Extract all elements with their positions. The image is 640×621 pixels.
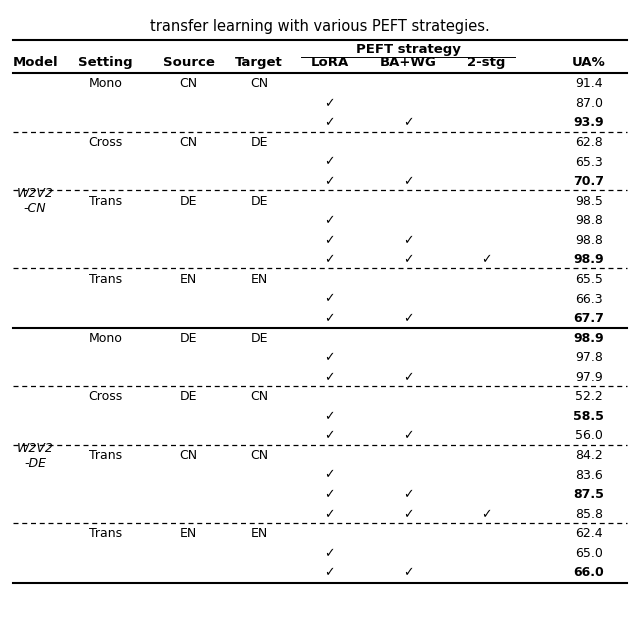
Text: Mono: Mono — [89, 332, 122, 345]
Text: DE: DE — [180, 391, 198, 403]
Text: 93.9: 93.9 — [573, 117, 604, 129]
Text: ✓: ✓ — [403, 175, 413, 188]
Text: ✓: ✓ — [324, 214, 335, 227]
Text: ✓: ✓ — [324, 430, 335, 442]
Text: EN: EN — [251, 527, 268, 540]
Text: ✓: ✓ — [324, 175, 335, 188]
Text: DE: DE — [180, 332, 198, 345]
Text: DE: DE — [180, 195, 198, 207]
Text: 56.0: 56.0 — [575, 430, 603, 442]
Text: ✓: ✓ — [403, 371, 413, 384]
Text: 70.7: 70.7 — [573, 175, 604, 188]
Text: 58.5: 58.5 — [573, 410, 604, 423]
Text: ✓: ✓ — [324, 488, 335, 501]
Text: 84.2: 84.2 — [575, 449, 603, 462]
Text: 67.7: 67.7 — [573, 312, 604, 325]
Text: ✓: ✓ — [324, 292, 335, 306]
Text: 2-stg: 2-stg — [467, 56, 506, 68]
Text: Setting: Setting — [78, 56, 133, 68]
Text: ✓: ✓ — [481, 508, 492, 520]
Text: Mono: Mono — [89, 78, 122, 90]
Text: 62.8: 62.8 — [575, 136, 603, 149]
Text: ✓: ✓ — [403, 312, 413, 325]
Text: 98.5: 98.5 — [575, 195, 603, 207]
Text: Trans: Trans — [89, 195, 122, 207]
Text: 85.8: 85.8 — [575, 508, 603, 520]
Text: 87.5: 87.5 — [573, 488, 604, 501]
Text: ✓: ✓ — [403, 488, 413, 501]
Text: ✓: ✓ — [324, 371, 335, 384]
Text: CN: CN — [250, 78, 268, 90]
Text: 87.0: 87.0 — [575, 97, 603, 110]
Text: 98.8: 98.8 — [575, 234, 603, 247]
Text: 66.3: 66.3 — [575, 292, 603, 306]
Text: LoRA: LoRA — [310, 56, 349, 68]
Text: ✓: ✓ — [403, 566, 413, 579]
Text: ✓: ✓ — [324, 156, 335, 168]
Text: 98.9: 98.9 — [573, 332, 604, 345]
Text: 98.9: 98.9 — [573, 253, 604, 266]
Text: 98.8: 98.8 — [575, 214, 603, 227]
Text: CN: CN — [250, 391, 268, 403]
Text: ✓: ✓ — [324, 469, 335, 481]
Text: ✓: ✓ — [324, 410, 335, 423]
Text: 65.3: 65.3 — [575, 156, 603, 168]
Text: 65.0: 65.0 — [575, 547, 603, 560]
Text: ✓: ✓ — [324, 253, 335, 266]
Text: 52.2: 52.2 — [575, 391, 603, 403]
Text: BA+WG: BA+WG — [380, 56, 436, 68]
Text: ✓: ✓ — [324, 547, 335, 560]
Text: Trans: Trans — [89, 273, 122, 286]
Text: 97.9: 97.9 — [575, 371, 603, 384]
Text: 83.6: 83.6 — [575, 469, 603, 481]
Text: ✓: ✓ — [403, 508, 413, 520]
Text: 97.8: 97.8 — [575, 351, 603, 364]
Text: Cross: Cross — [88, 136, 123, 149]
Text: ✓: ✓ — [403, 430, 413, 442]
Text: Source: Source — [163, 56, 215, 68]
Text: PEFT strategy: PEFT strategy — [356, 43, 460, 56]
Text: ✓: ✓ — [324, 234, 335, 247]
Text: DE: DE — [250, 136, 268, 149]
Text: ✓: ✓ — [324, 312, 335, 325]
Text: UA%: UA% — [572, 56, 605, 68]
Text: CN: CN — [250, 449, 268, 462]
Text: ✓: ✓ — [403, 117, 413, 129]
Text: Trans: Trans — [89, 449, 122, 462]
Text: CN: CN — [180, 78, 198, 90]
Text: Target: Target — [236, 56, 283, 68]
Text: Cross: Cross — [88, 391, 123, 403]
Text: ✓: ✓ — [403, 253, 413, 266]
Text: DE: DE — [250, 332, 268, 345]
Text: transfer learning with various PEFT strategies.: transfer learning with various PEFT stra… — [150, 19, 490, 34]
Text: EN: EN — [180, 273, 197, 286]
Text: 62.4: 62.4 — [575, 527, 603, 540]
Text: EN: EN — [251, 273, 268, 286]
Text: 91.4: 91.4 — [575, 78, 603, 90]
Text: EN: EN — [180, 527, 197, 540]
Text: Trans: Trans — [89, 527, 122, 540]
Text: ✓: ✓ — [403, 234, 413, 247]
Text: DE: DE — [250, 195, 268, 207]
Text: ✓: ✓ — [324, 97, 335, 110]
Text: CN: CN — [180, 136, 198, 149]
Text: ✓: ✓ — [324, 351, 335, 364]
Text: 66.0: 66.0 — [573, 566, 604, 579]
Text: CN: CN — [180, 449, 198, 462]
Text: 65.5: 65.5 — [575, 273, 603, 286]
Text: W2V2
-CN: W2V2 -CN — [17, 187, 54, 215]
Text: Model: Model — [12, 56, 58, 68]
Text: ✓: ✓ — [481, 253, 492, 266]
Text: ✓: ✓ — [324, 566, 335, 579]
Text: ✓: ✓ — [324, 508, 335, 520]
Text: W2V2
-DE: W2V2 -DE — [17, 442, 54, 469]
Text: ✓: ✓ — [324, 117, 335, 129]
